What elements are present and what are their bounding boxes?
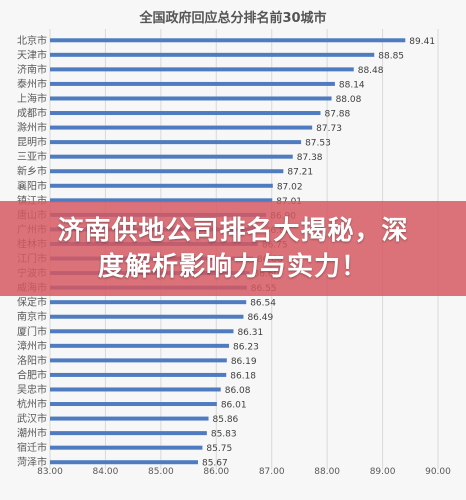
- category-label: 北京市: [17, 34, 47, 47]
- bar: [50, 81, 335, 86]
- category-label: 吴忠市: [17, 383, 47, 396]
- x-axis-ticks: 83.00 84.00 85.00 86.00 87.00 88.00 89.00 90.00: [37, 467, 451, 477]
- category-label: 天津市: [17, 48, 47, 61]
- bar: [50, 387, 221, 392]
- bar: [50, 96, 332, 101]
- category-label: 襄阳市: [17, 179, 47, 192]
- x-tick-label: 90.00: [425, 467, 451, 477]
- value-label: 86.19: [231, 357, 257, 367]
- bar: [50, 372, 227, 377]
- value-label: 86.08: [225, 386, 251, 396]
- headline-line-1: 济南供地公司排名大揭秘，深: [57, 215, 409, 246]
- value-label: 86.31: [237, 328, 263, 338]
- value-label: 86.23: [233, 342, 259, 352]
- category-label: 三亚市: [17, 150, 47, 163]
- bar: [50, 52, 375, 57]
- bar: [50, 67, 354, 72]
- value-label: 87.73: [316, 124, 342, 134]
- category-label: 菏泽市: [17, 456, 47, 469]
- category-label: 厦门市: [17, 325, 47, 338]
- bar: [50, 38, 406, 43]
- category-label: 宿迁市: [17, 441, 47, 454]
- category-label: 南京市: [17, 310, 47, 323]
- value-label: 86.18: [230, 371, 256, 381]
- headline-line-2: 度解析影响力与实力！: [97, 251, 368, 282]
- category-label: 潮州市: [17, 427, 47, 440]
- bar: [50, 198, 273, 203]
- bar: [50, 314, 244, 319]
- x-tick-label: 89.00: [370, 467, 396, 477]
- value-label: 88.85: [378, 51, 404, 61]
- value-label: 87.88: [324, 110, 350, 120]
- category-label: 滁州市: [17, 121, 47, 134]
- value-label: 88.08: [336, 95, 362, 105]
- value-label: 87.38: [297, 153, 323, 163]
- bar: [50, 154, 293, 159]
- bar: [50, 460, 198, 465]
- category-label: 杭州市: [17, 398, 47, 411]
- category-label: 上海市: [17, 92, 47, 105]
- value-label: 86.49: [247, 313, 273, 323]
- bar: [50, 445, 203, 450]
- chart-title: 全国政府回应总分排名前30城市: [138, 10, 326, 26]
- category-label: 泰州市: [17, 77, 47, 90]
- bar: [50, 111, 321, 116]
- value-label: 85.67: [202, 459, 228, 469]
- value-label: 88.14: [339, 80, 365, 90]
- x-tick-label: 86.00: [203, 467, 229, 477]
- bar: [50, 140, 302, 145]
- headline-banner: 济南供地公司排名大揭秘，深 度解析影响力与实力！: [0, 201, 466, 296]
- bar: [50, 183, 273, 188]
- bar: [50, 329, 234, 334]
- category-label: 新乡市: [17, 165, 47, 178]
- bar: [50, 402, 217, 407]
- bar: [50, 358, 227, 363]
- category-label: 济南市: [17, 63, 47, 76]
- value-label: 88.48: [358, 66, 384, 76]
- bar: [50, 431, 207, 436]
- x-tick-label: 88.00: [314, 467, 340, 477]
- value-label: 85.83: [211, 430, 237, 440]
- value-label: 85.75: [206, 444, 232, 454]
- value-label: 87.02: [277, 182, 303, 192]
- value-label: 87.53: [305, 139, 331, 149]
- category-label: 保定市: [17, 296, 47, 309]
- category-label: 洛阳市: [17, 354, 47, 367]
- value-label: 86.54: [250, 299, 276, 309]
- value-label: 87.21: [287, 168, 313, 178]
- bar: [50, 125, 313, 130]
- x-tick-label: 84.00: [93, 467, 119, 477]
- category-label: 漳州市: [17, 339, 47, 352]
- category-label: 合肥市: [17, 368, 47, 381]
- category-label: 昆明市: [17, 136, 47, 149]
- x-tick-label: 87.00: [259, 467, 285, 477]
- value-label: 85.86: [213, 415, 239, 425]
- x-tick-label: 83.00: [37, 467, 63, 477]
- bar: [50, 416, 209, 421]
- category-label: 成都市: [17, 107, 47, 120]
- bar: [50, 300, 247, 305]
- x-tick-label: 85.00: [148, 467, 174, 477]
- bar: [50, 343, 230, 348]
- value-label: 86.01: [221, 401, 247, 411]
- value-label: 89.41: [409, 37, 435, 47]
- category-label: 武汉市: [17, 412, 47, 425]
- bar: [50, 169, 284, 174]
